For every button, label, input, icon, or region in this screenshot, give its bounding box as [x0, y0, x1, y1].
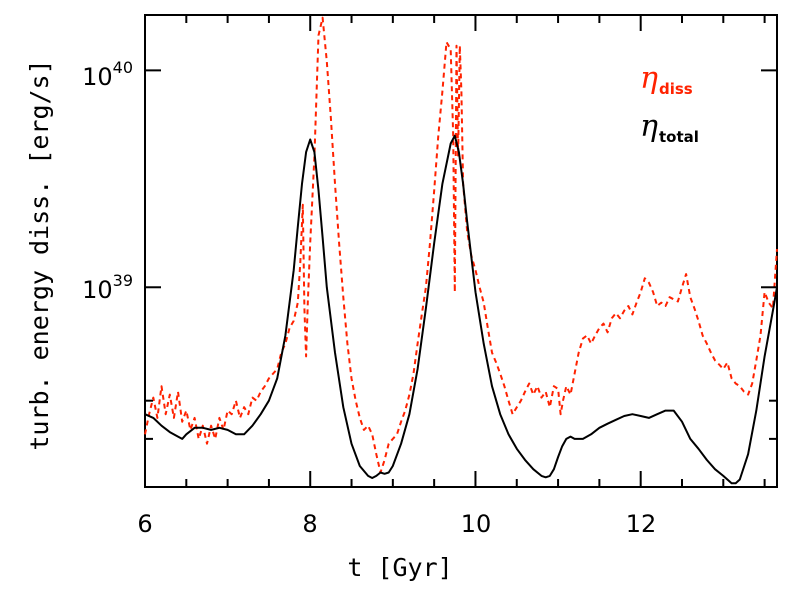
legend-symbol-total: η: [640, 109, 658, 144]
y-tick-label-40: 1040: [82, 58, 133, 91]
x-tick-label-3: 12: [626, 510, 657, 538]
y-tick-base-39: 10: [82, 276, 113, 304]
legend: ηdiss ηtotal: [640, 61, 699, 146]
legend-sub-total: total: [659, 128, 699, 146]
legend-entry-diss: ηdiss: [640, 61, 693, 98]
y-axis-label: turb. energy diss. [erg/s]: [25, 59, 54, 450]
legend-entry-total: ηtotal: [640, 109, 699, 146]
series-line-total: [144, 134, 778, 485]
x-axis-label: t [Gyr]: [347, 553, 452, 582]
legend-symbol-diss: η: [640, 61, 658, 96]
legend-sub-diss: diss: [659, 80, 693, 98]
x-tick-label-0: 6: [137, 510, 152, 538]
series-line-diss: [144, 16, 778, 474]
tick-layer: [144, 15, 777, 487]
y-tick-base-40: 10: [82, 63, 113, 91]
x-tick-label-1: 8: [302, 510, 317, 538]
y-tick-label-39: 1039: [82, 271, 133, 304]
y-tick-exp-40: 40: [113, 58, 133, 77]
x-tick-label-2: 10: [461, 510, 492, 538]
y-tick-exp-39: 39: [113, 271, 133, 290]
series-layer: [144, 16, 778, 485]
